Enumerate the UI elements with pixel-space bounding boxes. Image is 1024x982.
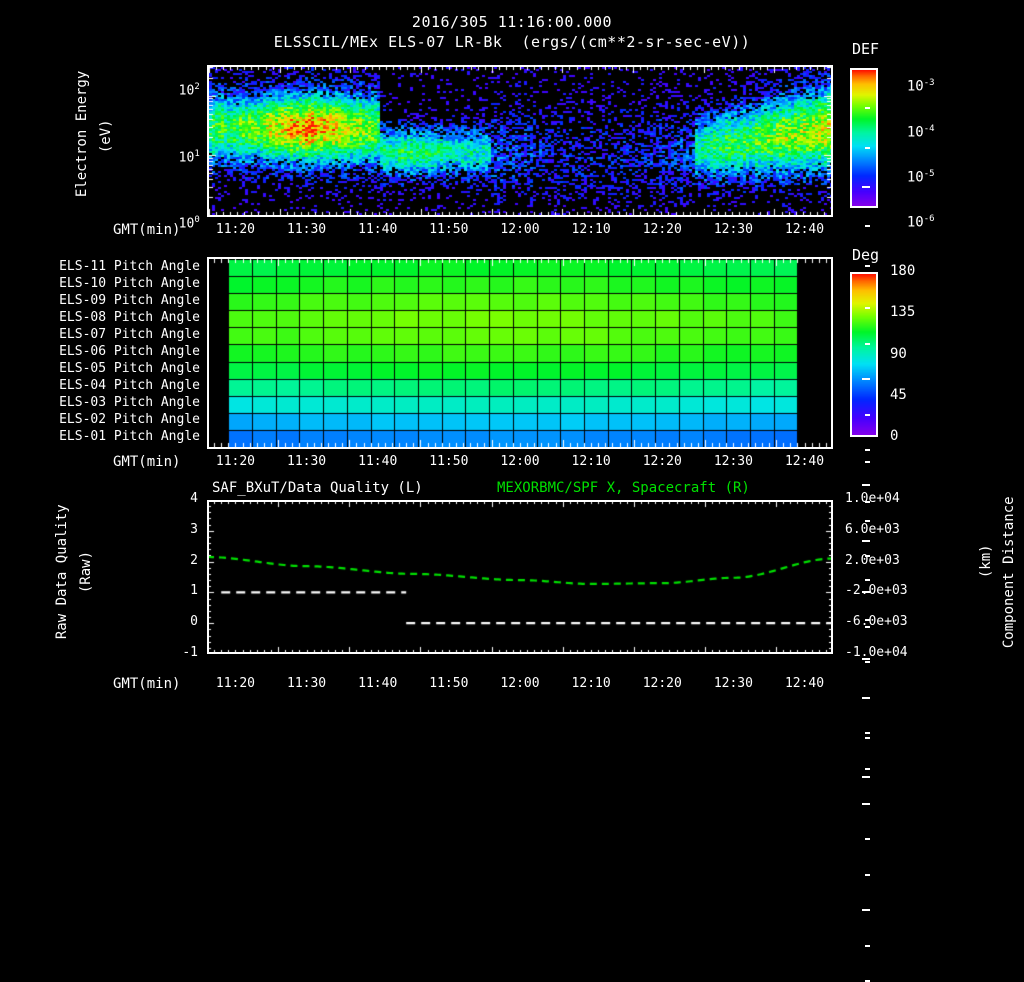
spectrogram-yunit: (eV) <box>98 119 114 154</box>
quality-right-ytick-2: 2.0e+03 <box>845 552 900 568</box>
quality-left-ytick-4: 0 <box>190 614 198 630</box>
spectrogram-xtick-7: 12:30 <box>713 222 753 237</box>
def-colorbar-label-3: 10-6 <box>906 214 935 231</box>
quality-right-series-label: MEXORBMC/SPF X, Spacecraft (R) <box>497 480 750 496</box>
spectrogram-xtick-0: 11:20 <box>215 222 256 237</box>
electron-energy-spectrogram <box>209 67 831 215</box>
quality-xlabel: GMT(min) <box>113 676 181 692</box>
pitch-xtick-6: 12:20 <box>642 454 682 469</box>
deg-colorbar-label-2: 90 <box>890 345 907 362</box>
spectrogram-xlabel: GMT(min) <box>113 222 181 238</box>
deg-colorbar-label-0: 180 <box>890 263 916 279</box>
quality-xtick-7: 12:30 <box>713 676 753 691</box>
quality-left-ytick-1: 3 <box>190 521 198 537</box>
pitch-row-label-1: ELS-10 Pitch Angle <box>59 275 200 291</box>
quality-xtick-5: 12:10 <box>571 676 611 691</box>
quality-right-ytick-3: -2.0e+03 <box>845 583 908 599</box>
pitch-row-label-0: ELS-11 Pitch Angle <box>59 258 200 274</box>
deg-colorbar <box>850 272 878 437</box>
pitch-angle-grid <box>207 259 833 447</box>
deg-colorbar-title: Deg <box>852 246 880 264</box>
pitch-row-label-5: ELS-06 Pitch Angle <box>59 344 200 359</box>
def-colorbar-title: DEF <box>852 40 880 58</box>
quality-right-yunit: (km) <box>978 544 994 579</box>
def-colorbar-label-0: 10-3 <box>906 78 935 95</box>
spectrogram-xtick-4: 12:00 <box>500 222 540 237</box>
pitch-xtick-5: 12:10 <box>571 454 611 469</box>
pitch-row-label-3: ELS-08 Pitch Angle <box>59 309 200 325</box>
pitch-xtick-3: 11:50 <box>429 454 469 469</box>
spectrogram-ytick-1: 101 <box>178 149 200 166</box>
quality-left-ytick-3: 1 <box>190 583 198 599</box>
quality-right-ytick-1: 6.0e+03 <box>845 521 900 537</box>
data-quality-plot <box>207 500 833 654</box>
quality-xtick-6: 12:20 <box>642 676 682 691</box>
pitch-xtick-7: 12:30 <box>713 454 753 469</box>
spectrogram-xtick-5: 12:10 <box>571 222 611 237</box>
pitch-xtick-0: 11:20 <box>215 454 256 469</box>
spectrogram-ytick-0: 100 <box>178 215 200 232</box>
pitch-xlabel: GMT(min) <box>113 454 181 470</box>
deg-colorbar-label-3: 45 <box>890 386 907 403</box>
quality-right-ytick-0: 1.0e+04 <box>845 491 900 506</box>
quality-right-ytick-4: -6.0e+03 <box>845 614 908 630</box>
spectrogram-xtick-8: 12:40 <box>784 222 825 237</box>
spectrogram-xtick-2: 11:40 <box>358 222 398 237</box>
pitch-xtick-1: 11:30 <box>287 454 327 469</box>
plot-datetime-title: 2016/305 11:16:00.000 <box>411 13 613 31</box>
pitch-xtick-4: 12:00 <box>500 454 540 469</box>
quality-xtick-1: 11:30 <box>287 676 327 691</box>
quality-xtick-3: 11:50 <box>429 676 469 691</box>
pitch-row-label-7: ELS-04 Pitch Angle <box>59 378 200 394</box>
spectrogram-ytick-2: 102 <box>178 82 200 99</box>
def-colorbar <box>850 68 878 208</box>
pitch-row-label-8: ELS-03 Pitch Angle <box>59 395 200 411</box>
deg-colorbar-label-1: 135 <box>890 304 916 321</box>
pitch-xtick-2: 11:40 <box>358 454 398 469</box>
spectrogram-axes-frame <box>207 65 833 217</box>
pitch-row-label-2: ELS-09 Pitch Angle <box>59 292 200 308</box>
def-colorbar-label-2: 10-5 <box>906 169 935 186</box>
pitch-row-label-10: ELS-01 Pitch Angle <box>59 429 200 445</box>
pitch-row-label-4: ELS-07 Pitch Angle <box>59 326 200 342</box>
spectrogram-xtick-6: 12:20 <box>642 222 682 237</box>
quality-xtick-0: 11:20 <box>215 676 256 691</box>
quality-left-series-label: SAF_BXuT/Data Quality (L) <box>212 480 423 496</box>
quality-left-ytick-2: 2 <box>190 552 198 568</box>
quality-axes-frame <box>207 500 833 654</box>
quality-xtick-4: 12:00 <box>500 676 540 691</box>
quality-left-yunit: (Raw) <box>78 550 94 593</box>
pitch-row-label-9: ELS-02 Pitch Angle <box>59 412 200 428</box>
spectrogram-xtick-3: 11:50 <box>429 222 469 237</box>
pitch-xtick-8: 12:40 <box>784 454 825 469</box>
quality-xtick-2: 11:40 <box>358 676 398 691</box>
quality-right-ytick-5: -1.0e+04 <box>845 645 908 660</box>
pitch-angle-axes-frame <box>207 257 833 449</box>
deg-colorbar-label-4: 0 <box>890 428 899 444</box>
quality-left-ytick-0: 4 <box>190 491 198 506</box>
quality-xtick-8: 12:40 <box>784 676 825 691</box>
def-colorbar-label-1: 10-4 <box>906 124 935 141</box>
pitch-row-label-6: ELS-05 Pitch Angle <box>59 361 200 377</box>
plot-subtitle: ELSSCIL/MEx ELS-07 LR-Bk (ergs/(cm**2-sr… <box>273 33 751 51</box>
spectrogram-xtick-1: 11:30 <box>287 222 327 237</box>
quality-left-ytick-5: -1 <box>182 645 198 660</box>
